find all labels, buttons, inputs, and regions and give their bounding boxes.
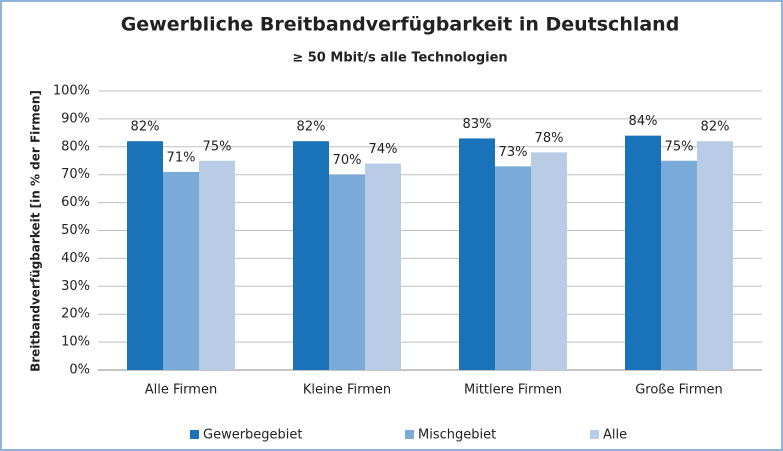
bar <box>127 141 163 370</box>
value-label: 82% <box>131 120 160 135</box>
y-tick-label: 80% <box>61 139 90 154</box>
legend-label: Mischgebiet <box>418 428 496 443</box>
value-label: 70% <box>333 153 362 168</box>
bar <box>293 141 329 370</box>
y-tick-label: 50% <box>61 223 90 238</box>
y-tick-label: 100% <box>53 84 90 99</box>
value-label: 78% <box>535 131 564 146</box>
bar <box>625 135 661 370</box>
y-tick-label: 20% <box>61 307 90 322</box>
x-tick-label: Kleine Firmen <box>303 383 391 398</box>
legend-swatch <box>590 430 599 439</box>
bar <box>697 141 733 370</box>
legend-swatch <box>190 430 199 439</box>
bar <box>329 174 365 370</box>
bar <box>459 138 495 370</box>
value-label: 74% <box>369 142 398 157</box>
bar <box>495 166 531 370</box>
value-label: 83% <box>463 117 492 132</box>
x-tick-label: Mittlere Firmen <box>464 383 562 398</box>
value-label: 84% <box>629 114 658 129</box>
y-tick-label: 30% <box>61 279 90 294</box>
x-tick-label: Große Firmen <box>635 383 723 398</box>
y-tick-label: 60% <box>61 195 90 210</box>
y-tick-label: 90% <box>61 111 90 126</box>
legend-label: Gewerbegebiet <box>203 428 303 443</box>
value-label: 75% <box>203 139 232 154</box>
value-label: 71% <box>167 150 196 165</box>
y-axis-label: Breitbandverfügbarkeit [in % der Firmen] <box>29 90 43 372</box>
x-tick-label: Alle Firmen <box>145 383 217 398</box>
bar <box>199 160 235 370</box>
bar <box>365 163 401 370</box>
legend-label: Alle <box>603 428 627 443</box>
bar <box>163 171 199 370</box>
bar <box>661 160 697 370</box>
y-tick-label: 10% <box>61 335 90 350</box>
legend-swatch <box>405 430 414 439</box>
bar <box>531 152 567 370</box>
y-tick-label: 70% <box>61 167 90 182</box>
value-label: 82% <box>701 120 730 135</box>
chart-subtitle: ≥ 50 Mbit/s alle Technologien <box>292 51 507 66</box>
value-label: 75% <box>665 139 694 154</box>
chart-title: Gewerbliche Breitbandverfügbarkeit in De… <box>121 14 680 36</box>
value-label: 82% <box>297 120 326 135</box>
y-tick-label: 0% <box>69 363 90 378</box>
value-label: 73% <box>499 145 528 160</box>
y-tick-label: 40% <box>61 251 90 266</box>
